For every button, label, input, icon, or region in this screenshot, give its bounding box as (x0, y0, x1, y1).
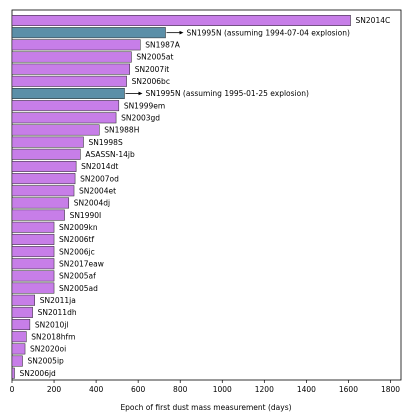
x-tick-label-2: 400 (89, 385, 104, 394)
bar-label-11: ASASSN-14jb (85, 150, 135, 159)
bar-label-14: SN2004et (79, 186, 116, 195)
bar-label-13: SN2007od (80, 174, 119, 183)
bar-label-22: SN2005ad (59, 284, 98, 293)
bar-19 (11, 246, 55, 258)
bar-label-27: SN2020oi (30, 345, 66, 354)
bar-label-25: SN2010jl (35, 320, 69, 329)
bar-3 (11, 51, 132, 63)
bar-label-9: SN1988H (104, 126, 139, 135)
bar-20 (11, 258, 55, 270)
bar-22 (11, 282, 55, 294)
bar-17 (11, 221, 55, 233)
bar-label-5: SN2006bc (132, 77, 170, 86)
bar-2 (11, 39, 141, 51)
bar-label-6: SN1995N (assuming 1995-01-25 explosion) (145, 89, 308, 98)
bar-15 (11, 197, 70, 209)
bar-11 (11, 148, 81, 160)
bar-label-7: SN1999em (124, 101, 165, 110)
bar-23 (11, 294, 35, 306)
bar-24 (11, 306, 33, 318)
x-tick-label-5: 1000 (213, 385, 232, 394)
bar-5 (11, 75, 127, 87)
bar-label-17: SN2009kn (59, 223, 98, 232)
x-tick-label-7: 1400 (297, 385, 316, 394)
bar-18 (11, 233, 55, 245)
bar-label-3: SN2005at (136, 53, 173, 62)
bar-label-12: SN2014dt (81, 162, 118, 171)
bar-arrowhead-1 (179, 30, 184, 35)
bar-label-4: SN2007it (135, 65, 170, 74)
x-axis-title: Epoch of first dust mass measurement (da… (120, 403, 291, 412)
bar-label-26: SN2018hfm (31, 332, 75, 341)
bar-label-10: SN1998S (88, 138, 122, 147)
bar-label-8: SN2003gd (121, 114, 160, 123)
bar-10 (11, 136, 84, 148)
bar-26 (11, 331, 27, 343)
bar-label-19: SN2006jc (59, 247, 95, 256)
bar-25 (11, 319, 31, 331)
bar-14 (11, 185, 75, 197)
bar-8 (11, 112, 117, 124)
x-tick-label-8: 1600 (339, 385, 358, 394)
bar-arrowhead-6 (138, 91, 143, 96)
bar-label-0: SN2014C (356, 16, 391, 25)
x-tick-label-0: 0 (10, 385, 15, 394)
x-tick-label-3: 600 (131, 385, 146, 394)
bar-label-21: SN2005af (59, 272, 96, 281)
bar-label-15: SN2004dj (74, 199, 110, 208)
bar-27 (11, 343, 26, 355)
bar-1 (11, 27, 166, 39)
bar-label-24: SN2011dh (38, 308, 77, 317)
bar-label-20: SN2017eaw (59, 259, 104, 268)
bar-7 (11, 100, 120, 112)
bar-13 (11, 173, 76, 185)
bar-label-29: SN2006jd (20, 369, 57, 378)
bar-label-2: SN1987A (145, 41, 180, 50)
x-tick-label-1: 200 (47, 385, 62, 394)
bar-12 (11, 160, 77, 172)
bar-label-28: SN2005ip (28, 357, 65, 366)
x-tick-label-4: 800 (173, 385, 188, 394)
bar-label-1: SN1995N (assuming 1994-07-04 explosion) (187, 28, 350, 37)
bar-label-18: SN2006tf (59, 235, 94, 244)
bar-29 (11, 367, 15, 379)
bar-28 (11, 355, 23, 367)
x-tick-label-9: 1800 (381, 385, 400, 394)
bar-6 (11, 87, 125, 99)
bar-label-16: SN1990I (70, 211, 102, 220)
bar-21 (11, 270, 55, 282)
bar-0 (11, 15, 351, 26)
x-tick-label-6: 1200 (255, 385, 274, 394)
bar-4 (11, 63, 130, 75)
bar-label-23: SN2011ja (40, 296, 76, 305)
bar-9 (11, 124, 100, 136)
bar-16 (11, 209, 65, 221)
